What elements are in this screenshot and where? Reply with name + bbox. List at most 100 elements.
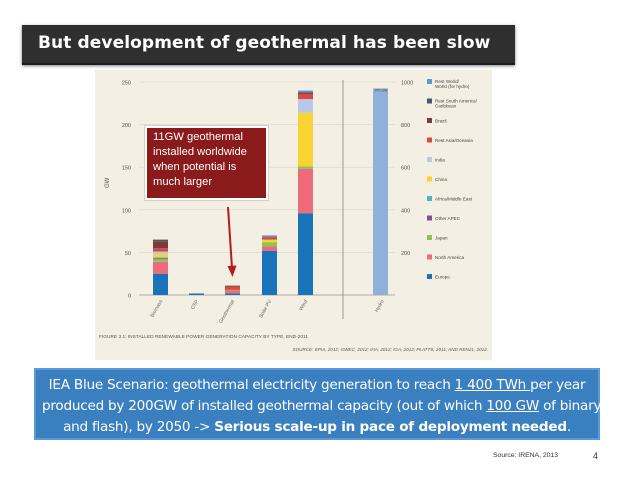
x-tick-label: Solar PV	[258, 298, 273, 319]
legend-swatch	[427, 274, 432, 279]
box-line-3: and flash), by 2050 -> Serious scale-up …	[42, 417, 592, 438]
x-tick-label: Hydro	[374, 299, 386, 314]
bar-segment	[153, 258, 168, 260]
bar-segment	[225, 289, 240, 291]
x-tick-label: Biomass	[149, 299, 164, 319]
y2-tick-label: 1000	[401, 81, 413, 87]
bar-segment	[153, 257, 168, 259]
box-underlined: 100 GW	[486, 398, 540, 414]
legend-label-cont: Caribbean	[435, 104, 457, 109]
bar-segment	[153, 239, 168, 242]
callout-line: 11GW geothermal	[153, 131, 243, 143]
bar-segment	[298, 90, 313, 93]
box-bold: Serious scale-up in pace of deployment n…	[214, 419, 567, 435]
box-line-2: produced by 200GW of installed geotherma…	[42, 396, 602, 417]
legend-label: Rest South America/	[435, 99, 478, 104]
legend-swatch	[427, 254, 432, 260]
bar-segment	[262, 235, 277, 238]
callout-line: when potential is	[153, 161, 237, 173]
y-tick-label: 200	[122, 123, 131, 129]
bar-segment	[262, 239, 277, 243]
y-axis-label: GW	[105, 177, 111, 188]
bar-segment	[153, 259, 168, 262]
legend-label-cont: World (for hydro)	[435, 84, 470, 89]
bar-segment	[225, 290, 240, 294]
box-text: .	[566, 419, 571, 435]
legend-label: North America	[435, 255, 465, 260]
y-tick-label: 50	[125, 251, 131, 257]
legend-swatch	[427, 118, 432, 123]
y-tick-label: 100	[122, 208, 131, 214]
legend-swatch	[427, 176, 432, 182]
bar-segment	[262, 242, 277, 247]
figure-caption: FIGURE 3.1: INSTALLED RENEWABLE POWER GE…	[99, 334, 308, 340]
legend-swatch	[427, 98, 432, 104]
legend-swatch	[427, 196, 432, 201]
page-number: 4	[593, 451, 599, 461]
box-text: produced by 200GW of installed geotherma…	[42, 398, 487, 414]
bar-segment	[225, 285, 240, 287]
bar-segment	[298, 93, 313, 100]
box-underlined: 1 400 TWh	[454, 377, 531, 393]
legend-swatch	[427, 157, 432, 162]
geothermal-callout: 11GW geothermal installed worldwide when…	[145, 126, 268, 200]
legend-label: Europe	[435, 275, 450, 280]
y-tick-label: 150	[122, 166, 131, 172]
bar-segment	[189, 293, 204, 294]
box-text: IEA Blue Scenario: geothermal electricit…	[48, 377, 455, 393]
figure-source: SOURCE: EPIA, 2012; GWEC, 2012; IHA, 201…	[293, 347, 489, 352]
bar-segment	[298, 99, 313, 113]
box-line-1: IEA Blue Scenario: geothermal electricit…	[42, 375, 592, 396]
y2-tick-label: 800	[401, 123, 410, 129]
bar-segment	[153, 251, 168, 255]
bar-segment	[225, 286, 240, 290]
bar-segment	[153, 248, 168, 252]
iea-scenario-box: IEA Blue Scenario: geothermal electricit…	[34, 368, 602, 440]
y2-tick-label: 600	[401, 166, 410, 172]
hydro-bar	[373, 88, 388, 295]
bar-segment	[262, 250, 277, 295]
x-tick-label: Wind	[298, 299, 309, 312]
y-tick-label: 250	[122, 81, 131, 87]
legend-label: China	[435, 177, 447, 182]
bar-segment	[153, 273, 168, 295]
legend-swatch	[427, 235, 432, 240]
title-bar: But development of geothermal has been s…	[22, 25, 515, 65]
y2-tick-label: 400	[401, 208, 410, 214]
bar-segment	[262, 237, 277, 240]
callout-line: installed worldwide	[153, 146, 247, 158]
legend-label: Rest World/	[435, 79, 460, 84]
source-note: Source: IRENA, 2013	[493, 452, 558, 459]
bar-segment	[153, 254, 168, 258]
slide-title: But development of geothermal has been s…	[38, 33, 491, 53]
bar-segment	[298, 168, 313, 214]
legend-label: Africa/Middle East	[435, 197, 473, 202]
x-tick-label: CSP	[190, 298, 201, 310]
legend-swatch	[427, 137, 432, 143]
legend-label: Japan	[435, 236, 448, 241]
legend-label: India	[435, 158, 445, 163]
bar-segment	[262, 246, 277, 251]
bar-segment	[298, 213, 313, 295]
hydro-value-label: 970 GW	[375, 88, 389, 92]
y2-tick-label: 200	[401, 251, 410, 257]
legend-swatch	[427, 79, 432, 84]
bar-segment	[298, 92, 313, 94]
box-text: of binary	[539, 398, 602, 414]
legend-label: Brazil	[435, 119, 447, 124]
callout-line: much larger	[153, 176, 213, 188]
bar-segment	[298, 166, 313, 169]
legend-label: Other APEC	[435, 216, 461, 221]
y-tick-label: 0	[128, 294, 131, 300]
bar-segment	[153, 241, 168, 249]
bar-segment	[298, 112, 313, 167]
bar-segment	[225, 293, 240, 295]
bar-segment	[153, 261, 168, 274]
legend-label: Rest Asia/Oceania	[435, 138, 473, 143]
chart-svg: 0 50 100 150 200 250 200 400 600 800 1000 GW Biomass…	[99, 79, 489, 352]
bar-segment	[189, 293, 204, 295]
box-text: per year	[530, 377, 586, 393]
chart-figure: 0 50 100 150 200 250 200 400 600 800 1000 GW Biomass…	[95, 70, 492, 360]
x-tick-label: Geothermal	[218, 299, 236, 325]
legend-swatch	[427, 215, 432, 221]
